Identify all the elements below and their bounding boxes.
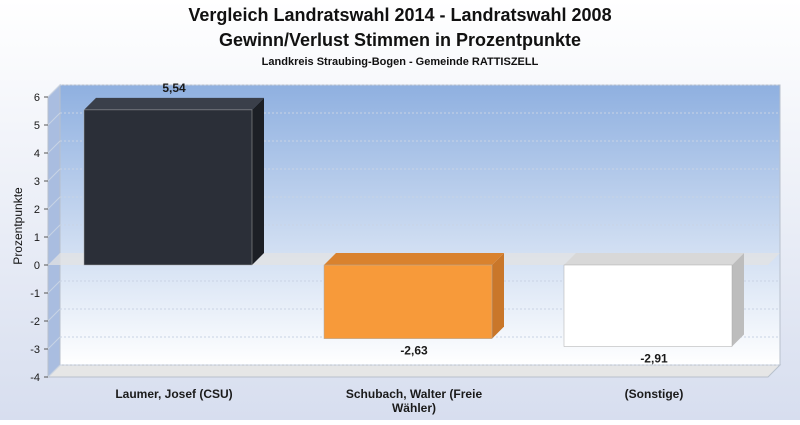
y-tick-label: 4 xyxy=(34,148,40,160)
grid-line-side xyxy=(47,196,61,210)
y-tick-label: -2 xyxy=(30,316,40,328)
y-tick-label: -3 xyxy=(30,344,40,356)
grid-line-side xyxy=(47,84,61,98)
y-tick-label: 2 xyxy=(34,204,40,216)
grid-line-side xyxy=(47,224,61,238)
grid-line-side xyxy=(47,280,61,294)
grid-line-side xyxy=(47,168,61,182)
y-tick-label: -4 xyxy=(30,372,40,384)
data-label: -2,63 xyxy=(400,344,428,358)
grid-line-side xyxy=(47,364,61,378)
grid-line-side xyxy=(47,140,61,154)
bar xyxy=(83,109,253,266)
y-axis-label: Prozentpunkte xyxy=(11,187,25,265)
chart-title: Vergleich Landratswahl 2014 - Landratswa… xyxy=(188,5,611,25)
bar-side xyxy=(252,97,264,265)
x-tick-label-line: Laumer, Josef (CSU) xyxy=(115,387,232,401)
bar-top xyxy=(84,97,264,110)
y-tick-label: -1 xyxy=(30,288,40,300)
x-tick-label-line: (Sonstige) xyxy=(625,387,684,401)
bar-top xyxy=(564,253,744,265)
x-tick-label-line: Wähler) xyxy=(392,401,436,415)
bar xyxy=(563,264,733,347)
grid-line-side xyxy=(47,336,61,350)
plot-floor xyxy=(46,364,782,378)
x-tick-label: Laumer, Josef (CSU) xyxy=(115,387,232,401)
y-tick-label: 6 xyxy=(34,92,40,104)
y-tick-label: 0 xyxy=(34,260,40,272)
grid-line-side xyxy=(47,308,61,322)
x-tick-label: Schubach, Walter (Freie Wähler) xyxy=(346,387,483,415)
x-tick-label: (Sonstige) xyxy=(625,387,684,401)
bar-side xyxy=(492,253,504,339)
data-label: -2,91 xyxy=(640,351,668,365)
plot-area: 6 5 4 3 2 1 0 -1 -2 -3 -4 5,54 Laumer, Josef (CSU) -2… xyxy=(30,81,782,415)
chart-subtitle: Gewinn/Verlust Stimmen in Prozentpunkte xyxy=(219,30,581,50)
y-tick-label: 1 xyxy=(34,232,40,244)
bar-top xyxy=(324,253,504,265)
grid-line-side xyxy=(47,112,61,126)
bar-side xyxy=(732,253,744,347)
x-tick-label-line: Schubach, Walter (Freie xyxy=(346,387,483,401)
bar xyxy=(323,264,493,339)
chart-subsubtitle: Landkreis Straubing-Bogen - Gemeinde RAT… xyxy=(262,56,539,68)
y-tick-label: 3 xyxy=(34,176,40,188)
data-label: 5,54 xyxy=(162,81,186,95)
y-tick-label: 5 xyxy=(34,120,40,132)
